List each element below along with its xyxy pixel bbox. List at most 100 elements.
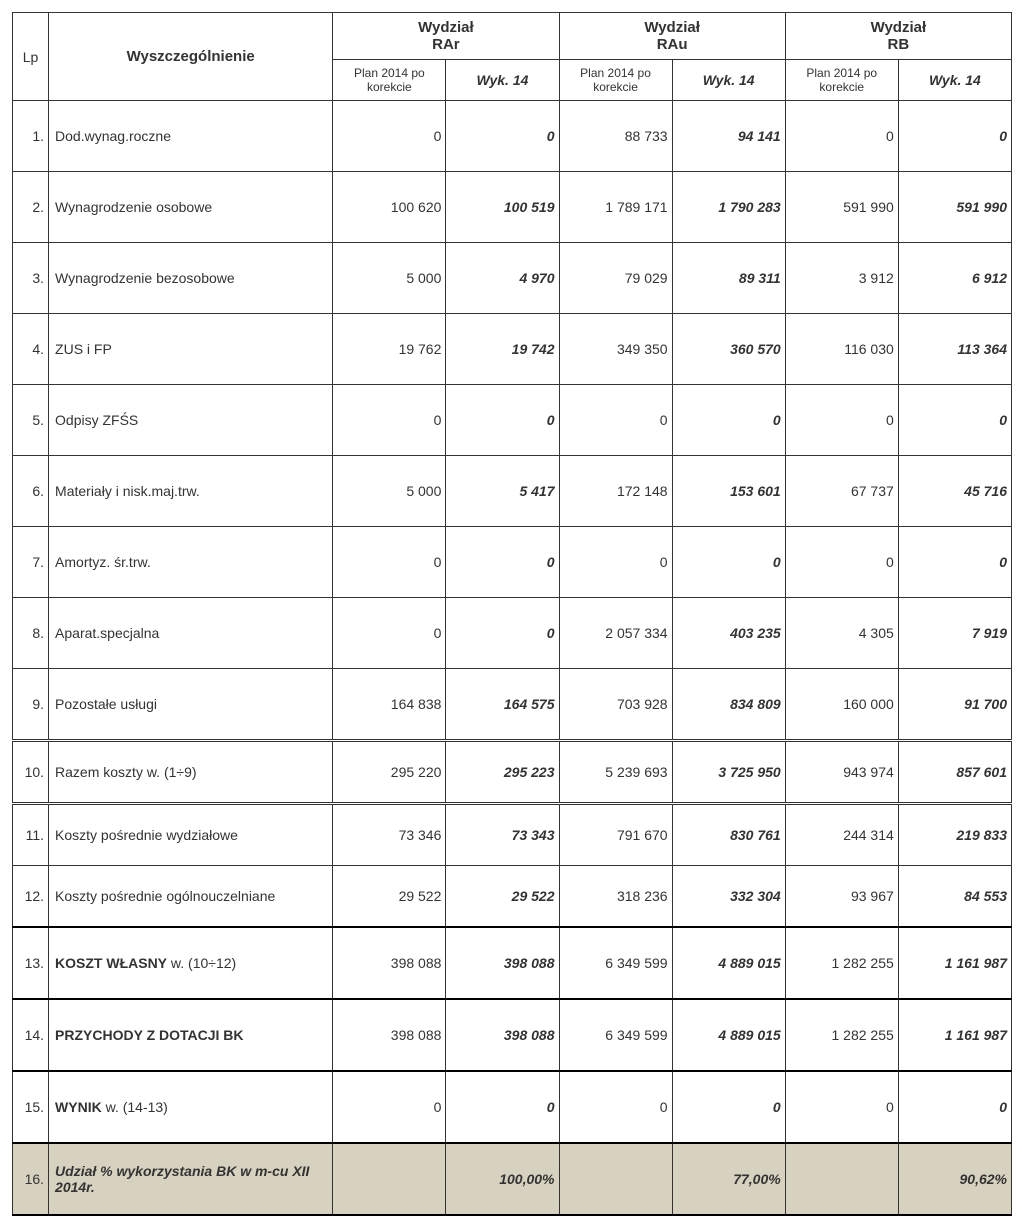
cell-plan: 73 346 xyxy=(333,804,446,866)
cell-plan: 1 789 171 xyxy=(559,172,672,243)
cell-wyk: 4 970 xyxy=(446,243,559,314)
cell-plan: 116 030 xyxy=(785,314,898,385)
col-lp: Lp xyxy=(13,13,49,101)
cell-plan xyxy=(785,1143,898,1215)
cell-wyk: 100,00% xyxy=(446,1143,559,1215)
cell-desc: Odpisy ZFŚS xyxy=(49,385,333,456)
table-row: 8.Aparat.specjalna002 057 334403 2354 30… xyxy=(13,598,1012,669)
cell-plan: 19 762 xyxy=(333,314,446,385)
cell-wyk: 857 601 xyxy=(898,741,1011,804)
cell-wyk: 0 xyxy=(446,1071,559,1143)
cell-plan: 349 350 xyxy=(559,314,672,385)
cell-plan: 0 xyxy=(785,527,898,598)
cell-lp: 13. xyxy=(13,927,49,999)
table-row: 10.Razem koszty w. (1÷9)295 220295 2235 … xyxy=(13,741,1012,804)
cell-wyk: 100 519 xyxy=(446,172,559,243)
cell-plan: 0 xyxy=(333,598,446,669)
cell-plan: 1 282 255 xyxy=(785,927,898,999)
table-row: 14.PRZYCHODY Z DOTACJI BK398 088398 0886… xyxy=(13,999,1012,1071)
cell-wyk: 29 522 xyxy=(446,866,559,928)
cell-plan xyxy=(559,1143,672,1215)
table-row: 16.Udział % wykorzystania BK w m-cu XII … xyxy=(13,1143,1012,1215)
cell-wyk: 6 912 xyxy=(898,243,1011,314)
cell-lp: 16. xyxy=(13,1143,49,1215)
cell-plan: 0 xyxy=(559,527,672,598)
cell-plan: 6 349 599 xyxy=(559,927,672,999)
cell-plan: 703 928 xyxy=(559,669,672,741)
cell-lp: 8. xyxy=(13,598,49,669)
cell-wyk: 0 xyxy=(446,385,559,456)
cell-lp: 9. xyxy=(13,669,49,741)
cell-plan: 88 733 xyxy=(559,101,672,172)
table-row: 12.Koszty pośrednie ogólnouczelniane29 5… xyxy=(13,866,1012,928)
cell-wyk: 77,00% xyxy=(672,1143,785,1215)
cell-plan: 160 000 xyxy=(785,669,898,741)
cell-plan: 29 522 xyxy=(333,866,446,928)
col-wyk-1: Wyk. 14 xyxy=(672,60,785,101)
cell-lp: 12. xyxy=(13,866,49,928)
group-1: WydziałRAu xyxy=(559,13,785,60)
col-plan-2: Plan 2014 po korekcie xyxy=(785,60,898,101)
cell-lp: 14. xyxy=(13,999,49,1071)
cell-plan: 943 974 xyxy=(785,741,898,804)
table-row: 2.Wynagrodzenie osobowe100 620100 5191 7… xyxy=(13,172,1012,243)
table-body: 1.Dod.wynag.roczne0088 73394 141002.Wyna… xyxy=(13,101,1012,1216)
cell-plan: 67 737 xyxy=(785,456,898,527)
cell-plan: 0 xyxy=(333,527,446,598)
cell-plan: 164 838 xyxy=(333,669,446,741)
cell-wyk: 5 417 xyxy=(446,456,559,527)
cell-wyk: 0 xyxy=(898,385,1011,456)
cell-desc: Razem koszty w. (1÷9) xyxy=(49,741,333,804)
cell-plan: 0 xyxy=(785,101,898,172)
cell-wyk: 332 304 xyxy=(672,866,785,928)
cell-wyk: 164 575 xyxy=(446,669,559,741)
cell-wyk: 1 161 987 xyxy=(898,927,1011,999)
table-row: 7.Amortyz. śr.trw.000000 xyxy=(13,527,1012,598)
cell-plan: 398 088 xyxy=(333,999,446,1071)
cell-desc: KOSZT WŁASNY w. (10÷12) xyxy=(49,927,333,999)
cell-wyk: 403 235 xyxy=(672,598,785,669)
cell-lp: 7. xyxy=(13,527,49,598)
cell-wyk: 219 833 xyxy=(898,804,1011,866)
cell-plan: 4 305 xyxy=(785,598,898,669)
cell-wyk: 113 364 xyxy=(898,314,1011,385)
cell-desc: Amortyz. śr.trw. xyxy=(49,527,333,598)
cell-wyk: 0 xyxy=(898,101,1011,172)
cell-plan: 0 xyxy=(785,1071,898,1143)
cell-wyk: 1 161 987 xyxy=(898,999,1011,1071)
table-row: 9.Pozostałe usługi164 838164 575703 9288… xyxy=(13,669,1012,741)
cell-wyk: 398 088 xyxy=(446,999,559,1071)
cell-plan: 172 148 xyxy=(559,456,672,527)
cell-wyk: 90,62% xyxy=(898,1143,1011,1215)
col-wyk-0: Wyk. 14 xyxy=(446,60,559,101)
financial-table: Lp Wyszczególnienie WydziałRAr WydziałRA… xyxy=(12,12,1012,1216)
table-row: 1.Dod.wynag.roczne0088 73394 14100 xyxy=(13,101,1012,172)
table-row: 11.Koszty pośrednie wydziałowe73 34673 3… xyxy=(13,804,1012,866)
cell-wyk: 360 570 xyxy=(672,314,785,385)
cell-wyk: 0 xyxy=(672,1071,785,1143)
table-row: 6.Materiały i nisk.maj.trw.5 0005 417172… xyxy=(13,456,1012,527)
cell-wyk: 0 xyxy=(672,385,785,456)
table-row: 13.KOSZT WŁASNY w. (10÷12)398 088398 088… xyxy=(13,927,1012,999)
table-header: Lp Wyszczególnienie WydziałRAr WydziałRA… xyxy=(13,13,1012,101)
cell-desc: Pozostałe usługi xyxy=(49,669,333,741)
cell-plan: 318 236 xyxy=(559,866,672,928)
cell-wyk: 0 xyxy=(898,527,1011,598)
cell-plan: 0 xyxy=(559,385,672,456)
table-row: 15.WYNIK w. (14-13)000000 xyxy=(13,1071,1012,1143)
cell-plan: 5 000 xyxy=(333,243,446,314)
cell-plan: 100 620 xyxy=(333,172,446,243)
cell-desc: PRZYCHODY Z DOTACJI BK xyxy=(49,999,333,1071)
cell-plan: 0 xyxy=(333,101,446,172)
cell-wyk: 398 088 xyxy=(446,927,559,999)
cell-desc: ZUS i FP xyxy=(49,314,333,385)
cell-lp: 1. xyxy=(13,101,49,172)
cell-wyk: 153 601 xyxy=(672,456,785,527)
cell-wyk: 73 343 xyxy=(446,804,559,866)
cell-desc: WYNIK w. (14-13) xyxy=(49,1071,333,1143)
cell-lp: 2. xyxy=(13,172,49,243)
cell-wyk: 830 761 xyxy=(672,804,785,866)
cell-plan: 791 670 xyxy=(559,804,672,866)
table-row: 3.Wynagrodzenie bezosobowe5 0004 97079 0… xyxy=(13,243,1012,314)
cell-plan: 398 088 xyxy=(333,927,446,999)
